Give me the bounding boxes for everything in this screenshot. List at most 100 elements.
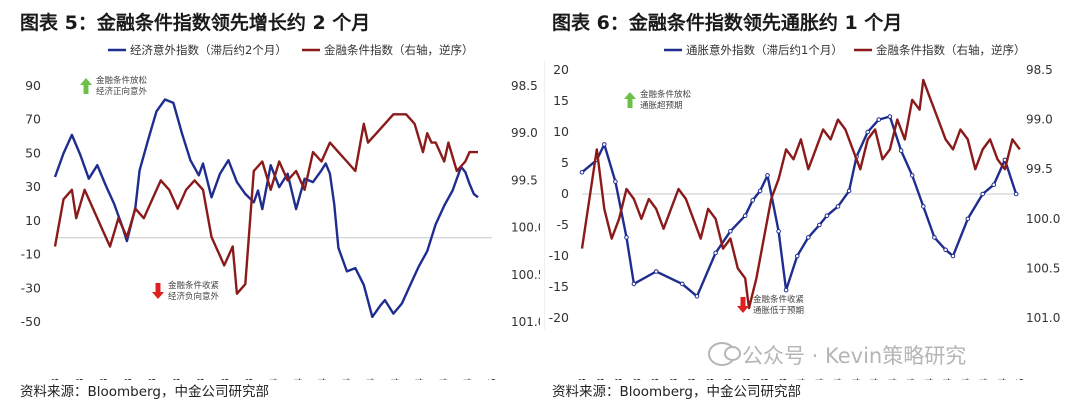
chart6-annotation-0-line-1: 通胀超预期 bbox=[640, 100, 683, 111]
chart5-yleft-tick-6: -30 bbox=[21, 280, 41, 295]
chart6-yleft-tick-8: -20 bbox=[549, 310, 569, 325]
chart6-series-0-point-10 bbox=[728, 228, 733, 234]
chart6-yright-tick-1: 99.0 bbox=[1026, 113, 1053, 127]
chart5-legend-label-0: 经济意外指数（滞后约2个月） bbox=[130, 43, 287, 57]
chart6-yleft-tick-4: 0 bbox=[561, 186, 569, 201]
chart6-annotation-arrow-up-icon bbox=[624, 92, 636, 108]
chart6-series-0-point-26 bbox=[887, 114, 893, 119]
chart5-yleft-tick-7: -50 bbox=[21, 314, 41, 329]
chart5-xtick-5: Aug-23 bbox=[170, 378, 183, 380]
chart6-xtick-24: Jan-25 bbox=[1014, 378, 1027, 380]
chart6-xtick-2: Mar-23 bbox=[613, 378, 626, 380]
chart5-xtick-7: Nov-23 bbox=[219, 378, 232, 380]
chart5-yright-tick-0: 98.5 bbox=[511, 79, 538, 93]
chart6-legend-label-0: 通胀意外指数（滞后约1个月） bbox=[686, 43, 843, 57]
chart6-xtick-11: Dec-23 bbox=[777, 378, 790, 380]
chart6-series-0-point-12 bbox=[750, 197, 755, 203]
chart6-series-0-point-29 bbox=[921, 204, 926, 209]
chart5-panel: 图表 5：金融条件指数领先增长约 2 个月 经济意外指数（滞后约2个月） 金融条件… bbox=[20, 12, 540, 380]
chart5-annotation-0-line-1: 经济正向意外 bbox=[96, 86, 148, 97]
chart6-xtick-1: Feb-23 bbox=[594, 378, 607, 380]
chart5-xtick-9: Feb-24 bbox=[268, 378, 281, 380]
chart5-xtick-16: Nov-24 bbox=[437, 378, 450, 380]
chart5-xtick-6: Sep-23 bbox=[195, 378, 208, 380]
chart5-yright-tick-1: 99.0 bbox=[511, 126, 538, 140]
chart6-yright-tick-4: 100.5 bbox=[1026, 261, 1060, 275]
chart6-series-0-point-15 bbox=[776, 228, 781, 234]
chart6-xtick-8: Sep-23 bbox=[722, 378, 735, 380]
chart6-series-0-point-8 bbox=[694, 294, 700, 299]
chart6-annotation-arrow-down-icon bbox=[737, 297, 749, 313]
chart6-series-0-point-16 bbox=[783, 287, 789, 293]
chart5-legend-label-1: 金融条件指数（右轴，逆序） bbox=[324, 43, 474, 57]
chart6-xtick-14: Mar-24 bbox=[832, 378, 845, 380]
chart6-series-0-point-30 bbox=[932, 235, 937, 240]
chart5-xtick-18: Jan-25 bbox=[486, 378, 499, 380]
chart6-series-0-point-34 bbox=[980, 191, 986, 197]
chart5-xtick-13: Aug-24 bbox=[365, 378, 378, 380]
chart5-yright-tick-2: 99.5 bbox=[511, 173, 538, 187]
chart6-xtick-17: Jun-24 bbox=[886, 378, 899, 380]
chart6-series-0-point-22 bbox=[846, 188, 852, 194]
chart6-series-0-point-5 bbox=[631, 281, 637, 287]
chart6-annotation-0-line-0: 金融条件放松 bbox=[640, 89, 692, 100]
chart6-xtick-22: Nov-24 bbox=[978, 378, 991, 380]
chart6-series-0-point-11 bbox=[742, 213, 748, 218]
chart5-yleft-tick-0: 90 bbox=[25, 78, 41, 93]
chart6-series-0-point-19 bbox=[817, 222, 822, 228]
chart6-xtick-7: Aug-23 bbox=[704, 378, 717, 380]
chart6-annotation-1-line-0: 金融条件收紧 bbox=[753, 294, 804, 305]
chart6-xtick-10: Nov-23 bbox=[759, 378, 772, 380]
chart6-series-0-point-33 bbox=[965, 216, 971, 222]
chart5-xtick-3: May-23 bbox=[122, 378, 135, 380]
chart6-annotation-1-line-1: 通胀低于预期 bbox=[753, 305, 804, 316]
chart6-series-0-point-3 bbox=[613, 179, 618, 184]
chart6-series-0-point-25 bbox=[876, 117, 882, 122]
chart5-annotation-1-line-0: 金融条件收紧 bbox=[168, 280, 219, 291]
chart5-legend: 经济意外指数（滞后约2个月） 金融条件指数（右轴，逆序） bbox=[108, 43, 474, 57]
chart6-series-0-point-13 bbox=[757, 188, 763, 194]
chart6-series-0-point-31 bbox=[943, 247, 948, 253]
chart6-title: 图表 6：金融条件指数领先通胀约 1 个月 bbox=[552, 12, 903, 34]
chart5-svg: 经济意外指数（滞后约2个月） 金融条件指数（右轴，逆序） 90 70 50 30 10 -10… bbox=[21, 43, 540, 380]
chart6-series-1-line bbox=[580, 78, 1021, 310]
chart6-series-0-line bbox=[581, 115, 1018, 298]
chart6-xtick-9: Oct-23 bbox=[740, 378, 753, 380]
chart5-annotation-1-line-1: 经济负向意外 bbox=[168, 291, 220, 302]
chart6-xtick-21: Oct-24 bbox=[959, 378, 972, 380]
chart5-yright-tick-3: 100.0 bbox=[511, 221, 540, 235]
chart6-xtick-16: May-24 bbox=[868, 378, 881, 380]
chart6-yleft-tick-0: 20 bbox=[553, 62, 569, 77]
watermark-text: 公众号 · Kevin策略研究 bbox=[742, 344, 967, 368]
chart5-series-1-line bbox=[53, 113, 478, 295]
chart6-xtick-12: Jan-24 bbox=[795, 378, 808, 380]
chart5-xtick-12: Jul-24 bbox=[340, 378, 353, 380]
chart6-series-0-point-24 bbox=[865, 129, 871, 135]
chart6-xtick-18: Jul-24 bbox=[905, 378, 918, 380]
chart6-series-0-point-2 bbox=[602, 142, 607, 147]
chart5-xtick-15: Oct-24 bbox=[413, 378, 426, 380]
chart6-series-0-point-27 bbox=[898, 148, 904, 153]
chart6-series-0-point-7 bbox=[679, 281, 685, 287]
chart6-xtick-20: Sep-24 bbox=[941, 378, 954, 380]
chart6-series-0-point-32 bbox=[950, 253, 956, 259]
chart5-yleft-tick-1: 70 bbox=[25, 112, 41, 127]
chart5-xtick-1: Feb-23 bbox=[73, 378, 86, 380]
chart5-series-0-line bbox=[53, 98, 479, 319]
chart6-series-0-point-35 bbox=[991, 182, 997, 187]
chart5-xtick-11: May-24 bbox=[316, 378, 329, 380]
chart6-yleft-tick-1: 15 bbox=[553, 93, 569, 108]
source-left: 资料来源：Bloomberg，中金公司研究部 bbox=[20, 384, 269, 400]
chart5-xtick-10: Apr-24 bbox=[292, 378, 305, 380]
chart6-series-0-point-0 bbox=[579, 170, 585, 175]
chart6-series-0-point-6 bbox=[653, 269, 659, 274]
chart6-series-0-point-4 bbox=[624, 235, 629, 240]
chart6-series-0-point-9 bbox=[713, 250, 718, 256]
watermark: 公众号 · Kevin策略研究 bbox=[708, 340, 966, 370]
chart6-series-0-point-37 bbox=[1013, 191, 1019, 197]
panel-divider bbox=[544, 60, 545, 330]
chart6-xtick-15: Apr-24 bbox=[850, 378, 863, 380]
chart6-yleft-tick-3: 5 bbox=[561, 155, 569, 170]
chart5-title: 图表 5：金融条件指数领先增长约 2 个月 bbox=[20, 12, 371, 34]
chart6-xtick-19: Aug-24 bbox=[923, 378, 936, 380]
